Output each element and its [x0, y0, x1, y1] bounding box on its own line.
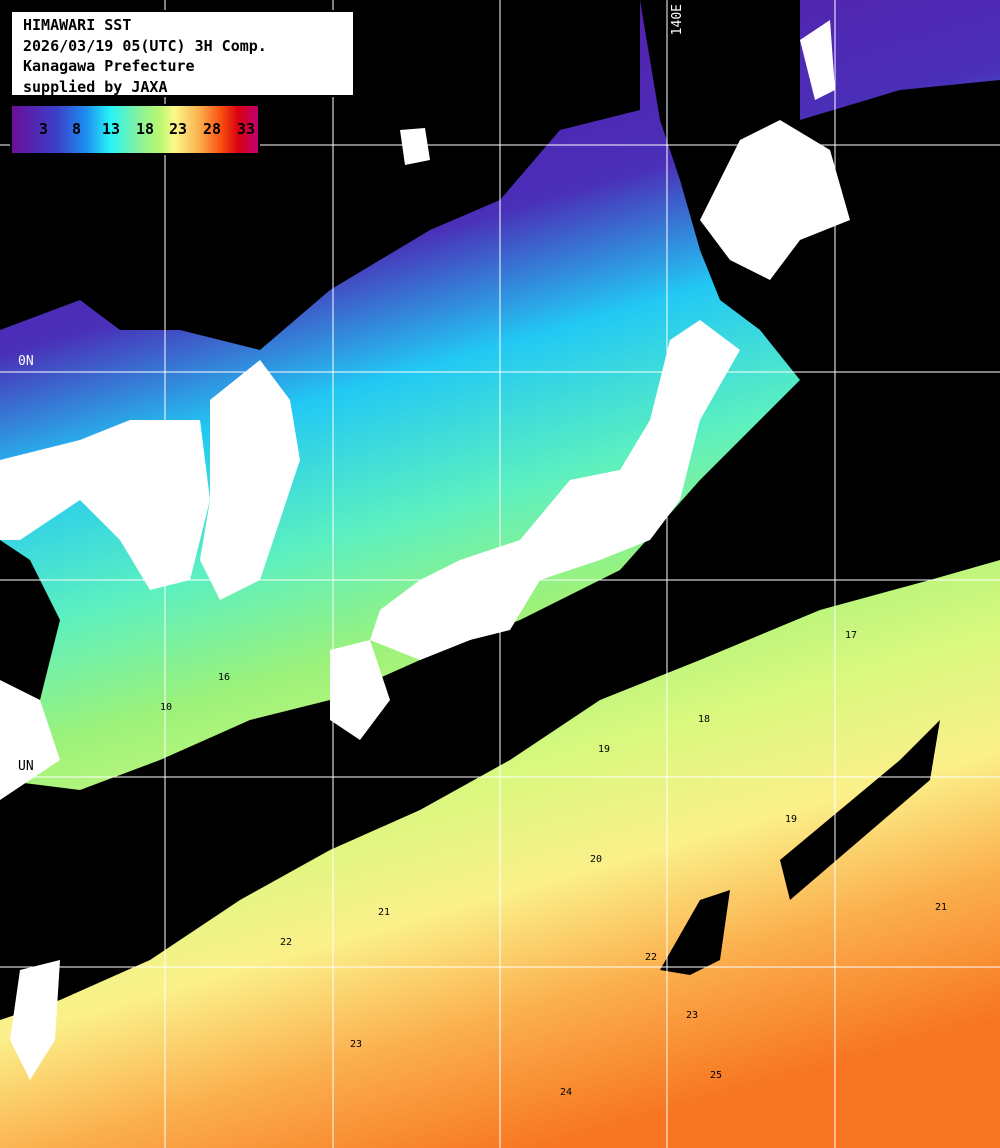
contour-label: 16 [218, 672, 230, 683]
land-korea [200, 360, 300, 600]
region: Kanagawa Prefecture [23, 57, 195, 75]
lon-label-140e: 140E [670, 4, 685, 36]
contour-label: 20 [590, 854, 602, 865]
land-hokkaido [700, 120, 850, 280]
land-sakhalin [800, 20, 835, 100]
contour-label: 24 [560, 1087, 572, 1098]
contour-label: 22 [645, 952, 657, 963]
colorbar-tick: 3 [39, 120, 49, 138]
title-box: HIMAWARI SST 2026/03/19 05(UTC) 3H Comp.… [10, 10, 355, 97]
contour-label: 21 [935, 902, 947, 913]
land-china [0, 420, 210, 590]
land-island [400, 128, 430, 165]
contour-label: 21 [378, 907, 390, 918]
lat-label-bottom: UN [18, 759, 34, 774]
colorbar-tick: 23 [169, 120, 188, 138]
contour-label: 19 [598, 744, 610, 755]
land-china-coast [0, 680, 60, 800]
contour-label: 18 [698, 714, 710, 725]
lat-label-top: 0N [18, 354, 34, 369]
colorbar-tick: 33 [237, 120, 256, 138]
color-scale-bar: 3 8 13 18 23 28 33 [10, 104, 260, 155]
datetime: 2026/03/19 05(UTC) 3H Comp. [23, 36, 267, 55]
credit: supplied by JAXA [23, 77, 168, 96]
contour-labels: 19 19 18 20 21 21 22 22 23 23 24 25 17 1… [160, 630, 947, 1098]
contour-label: 23 [686, 1010, 698, 1021]
colorbar-tick: 18 [136, 120, 155, 138]
colorbar-tick: 8 [72, 120, 82, 138]
contour-label: 25 [710, 1070, 722, 1081]
land-areas [0, 20, 850, 1080]
contour-label: 17 [845, 630, 857, 641]
land-kyushu [330, 640, 390, 740]
land-taiwan [10, 960, 60, 1080]
title: HIMAWARI SST [23, 16, 132, 34]
contour-label: 10 [160, 702, 172, 713]
contour-label: 19 [785, 814, 797, 825]
colorbar-tick: 28 [203, 120, 222, 138]
colorbar-tick: 13 [102, 120, 121, 138]
contour-label: 22 [280, 937, 292, 948]
land-honshu [370, 320, 740, 660]
contour-label: 23 [350, 1039, 362, 1050]
